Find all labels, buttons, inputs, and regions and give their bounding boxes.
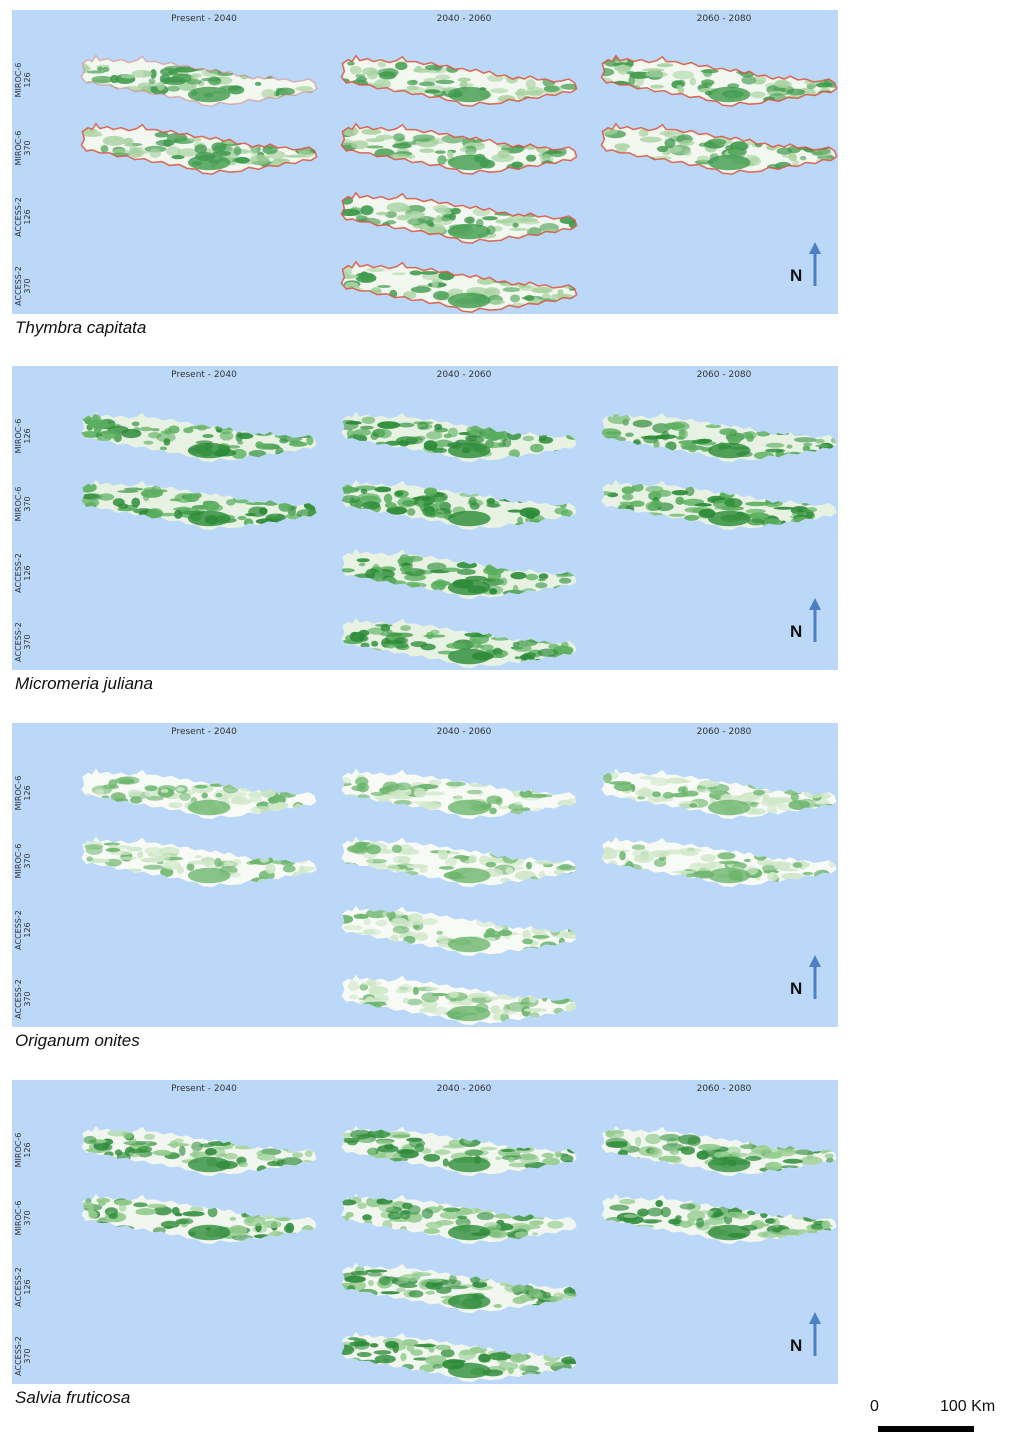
scenario-label: MIROC-6 126 bbox=[14, 62, 32, 98]
crete-suitability-map bbox=[80, 768, 317, 820]
crete-suitability-map bbox=[600, 836, 837, 888]
crete-suitability-map bbox=[80, 479, 317, 531]
scenario-label: MIROC-6 370 bbox=[14, 1200, 32, 1236]
species-panel: Present - 2040 2040 - 2060 2060 - 2080 MIRO… bbox=[12, 1080, 838, 1384]
crete-suitability-map bbox=[340, 260, 578, 313]
crete-suitability-map bbox=[340, 1331, 577, 1383]
crete-suitability-map bbox=[340, 905, 577, 957]
scenario-label: MIROC-6 126 bbox=[14, 775, 32, 811]
species-panel: Present - 2040 2040 - 2060 2060 - 2080 MIRO… bbox=[12, 10, 838, 314]
period-header: Present - 2040 bbox=[171, 14, 237, 24]
north-label: N bbox=[790, 979, 803, 998]
scenario-label: MIROC-6 126 bbox=[14, 1132, 32, 1168]
habitat-loss-edge bbox=[340, 122, 578, 175]
crete-suitability-map bbox=[600, 411, 837, 463]
habitat-loss-edge bbox=[80, 54, 318, 107]
north-arrow-icon bbox=[809, 242, 821, 286]
scenario-label: ACCESS-2 370 bbox=[14, 979, 32, 1019]
crete-suitability-map bbox=[340, 1125, 577, 1177]
crete-suitability-map bbox=[80, 411, 317, 463]
period-header: 2060 - 2080 bbox=[696, 1084, 752, 1094]
scenario-label: ACCESS-2 370 bbox=[14, 266, 32, 306]
scenario-label: ACCESS-2 126 bbox=[14, 197, 32, 237]
crete-suitability-map bbox=[600, 122, 838, 175]
species-caption: Origanum onites bbox=[15, 1031, 140, 1050]
scenario-label: MIROC-6 370 bbox=[14, 130, 32, 166]
island-land bbox=[80, 411, 317, 463]
crete-suitability-map bbox=[340, 768, 577, 820]
scale-start-label: 0 bbox=[870, 1398, 879, 1415]
north-label: N bbox=[790, 622, 803, 641]
period-header: Present - 2040 bbox=[171, 727, 237, 737]
crete-suitability-map bbox=[340, 122, 578, 175]
north-label: N bbox=[790, 266, 803, 285]
species-caption: Thymbra capitata bbox=[15, 318, 147, 337]
crete-suitability-map bbox=[340, 1262, 577, 1314]
crete-suitability-map bbox=[340, 548, 577, 600]
species-panel: Present - 2040 2040 - 2060 2060 - 2080 MIRO… bbox=[12, 723, 838, 1027]
scale-end-label: 100 Km bbox=[940, 1398, 996, 1415]
period-header: Present - 2040 bbox=[171, 370, 237, 380]
scenario-label: MIROC-6 126 bbox=[14, 418, 32, 454]
crete-suitability-map bbox=[80, 1125, 317, 1177]
north-label: N bbox=[790, 1336, 803, 1355]
island-land bbox=[600, 123, 837, 175]
crete-suitability-map bbox=[340, 191, 578, 244]
crete-suitability-map bbox=[340, 411, 577, 463]
crete-suitability-map bbox=[600, 1193, 837, 1245]
species-caption: Micromeria juliana bbox=[15, 674, 153, 693]
crete-suitability-map bbox=[340, 836, 577, 888]
north-arrow-icon bbox=[809, 955, 821, 999]
scenario-label: MIROC-6 370 bbox=[14, 486, 32, 522]
north-arrow-icon bbox=[809, 1312, 821, 1356]
period-header: 2040 - 2060 bbox=[436, 370, 492, 380]
crete-suitability-map bbox=[340, 479, 577, 531]
period-header: 2060 - 2080 bbox=[696, 14, 752, 24]
crete-suitability-map bbox=[600, 1125, 837, 1177]
crete-suitability-map bbox=[340, 617, 577, 669]
north-arrow-icon bbox=[809, 598, 821, 642]
crete-suitability-map bbox=[80, 122, 318, 175]
scenario-label: ACCESS-2 370 bbox=[14, 622, 32, 662]
scenario-label: MIROC-6 370 bbox=[14, 843, 32, 879]
habitat-loss-edge bbox=[600, 122, 838, 175]
period-header: Present - 2040 bbox=[171, 1084, 237, 1094]
habitat-loss-edge bbox=[600, 54, 838, 107]
scenario-label: ACCESS-2 126 bbox=[14, 910, 32, 950]
species-caption: Salvia fruticosa bbox=[15, 1388, 131, 1407]
period-header: 2040 - 2060 bbox=[436, 1084, 492, 1094]
habitat-loss-edge bbox=[80, 122, 318, 175]
crete-suitability-map bbox=[340, 54, 578, 107]
crete-suitability-map bbox=[80, 1193, 317, 1245]
species-panel: Present - 2040 2040 - 2060 2060 - 2080 MIRO… bbox=[12, 366, 838, 670]
habitat-loss-edge bbox=[340, 54, 578, 107]
period-header: 2040 - 2060 bbox=[436, 727, 492, 737]
crete-suitability-map bbox=[80, 836, 317, 888]
habitat-loss-edge bbox=[340, 191, 578, 244]
crete-suitability-map bbox=[600, 479, 837, 531]
scale-bar-line bbox=[878, 1426, 974, 1432]
crete-suitability-map bbox=[340, 974, 577, 1026]
period-header: 2060 - 2080 bbox=[696, 370, 752, 380]
habitat-loss-edge bbox=[340, 260, 578, 313]
scale-bar: 0 100 Km bbox=[870, 1394, 1010, 1434]
period-header: 2060 - 2080 bbox=[696, 727, 752, 737]
scenario-label: ACCESS-2 126 bbox=[14, 553, 32, 593]
crete-suitability-map bbox=[80, 54, 318, 107]
crete-suitability-map bbox=[600, 768, 837, 820]
period-header: 2040 - 2060 bbox=[436, 14, 492, 24]
scenario-label: ACCESS-2 126 bbox=[14, 1267, 32, 1307]
crete-suitability-map bbox=[340, 1193, 577, 1245]
crete-suitability-map bbox=[600, 54, 838, 107]
scenario-label: ACCESS-2 370 bbox=[14, 1336, 32, 1376]
island-land bbox=[80, 479, 317, 531]
